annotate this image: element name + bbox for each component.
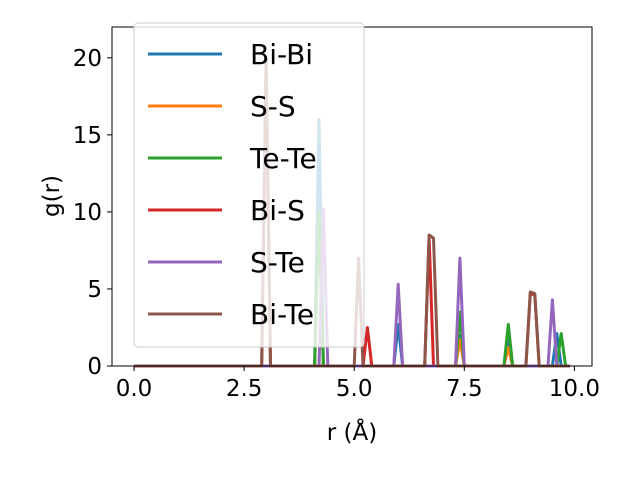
legend-label-6: Bi-Te — [250, 298, 314, 331]
x-tick-label: 5.0 — [336, 376, 373, 402]
x-axis-label: r (Å) — [327, 418, 377, 446]
legend: Bi-Bi S-S Te-Te Bi-S S-Te Bi-Te — [133, 22, 365, 348]
y-axis-label: g(r) — [39, 175, 65, 217]
y-tick-label: 5 — [87, 277, 102, 303]
y-tick-label: 0 — [87, 354, 102, 380]
y-axis-ticks: 0 5 10 15 20 — [73, 46, 112, 380]
x-tick-label: 0.0 — [116, 376, 153, 402]
y-tick-label: 15 — [73, 123, 102, 149]
x-tick-label: 2.5 — [226, 376, 263, 402]
legend-box — [133, 22, 365, 348]
x-tick-label: 7.5 — [446, 376, 483, 402]
legend-label-5: S-Te — [250, 246, 305, 279]
x-axis-ticks: 0.0 2.5 5.0 7.5 10.0 — [116, 366, 600, 402]
y-tick-label: 20 — [73, 46, 102, 72]
legend-label-4: Bi-S — [250, 194, 305, 227]
x-tick-label: 10.0 — [549, 376, 600, 402]
y-tick-label: 10 — [73, 200, 102, 226]
legend-label-1: Bi-Bi — [250, 38, 313, 71]
legend-label-2: S-S — [250, 90, 296, 123]
legend-label-3: Te-Te — [249, 142, 317, 175]
